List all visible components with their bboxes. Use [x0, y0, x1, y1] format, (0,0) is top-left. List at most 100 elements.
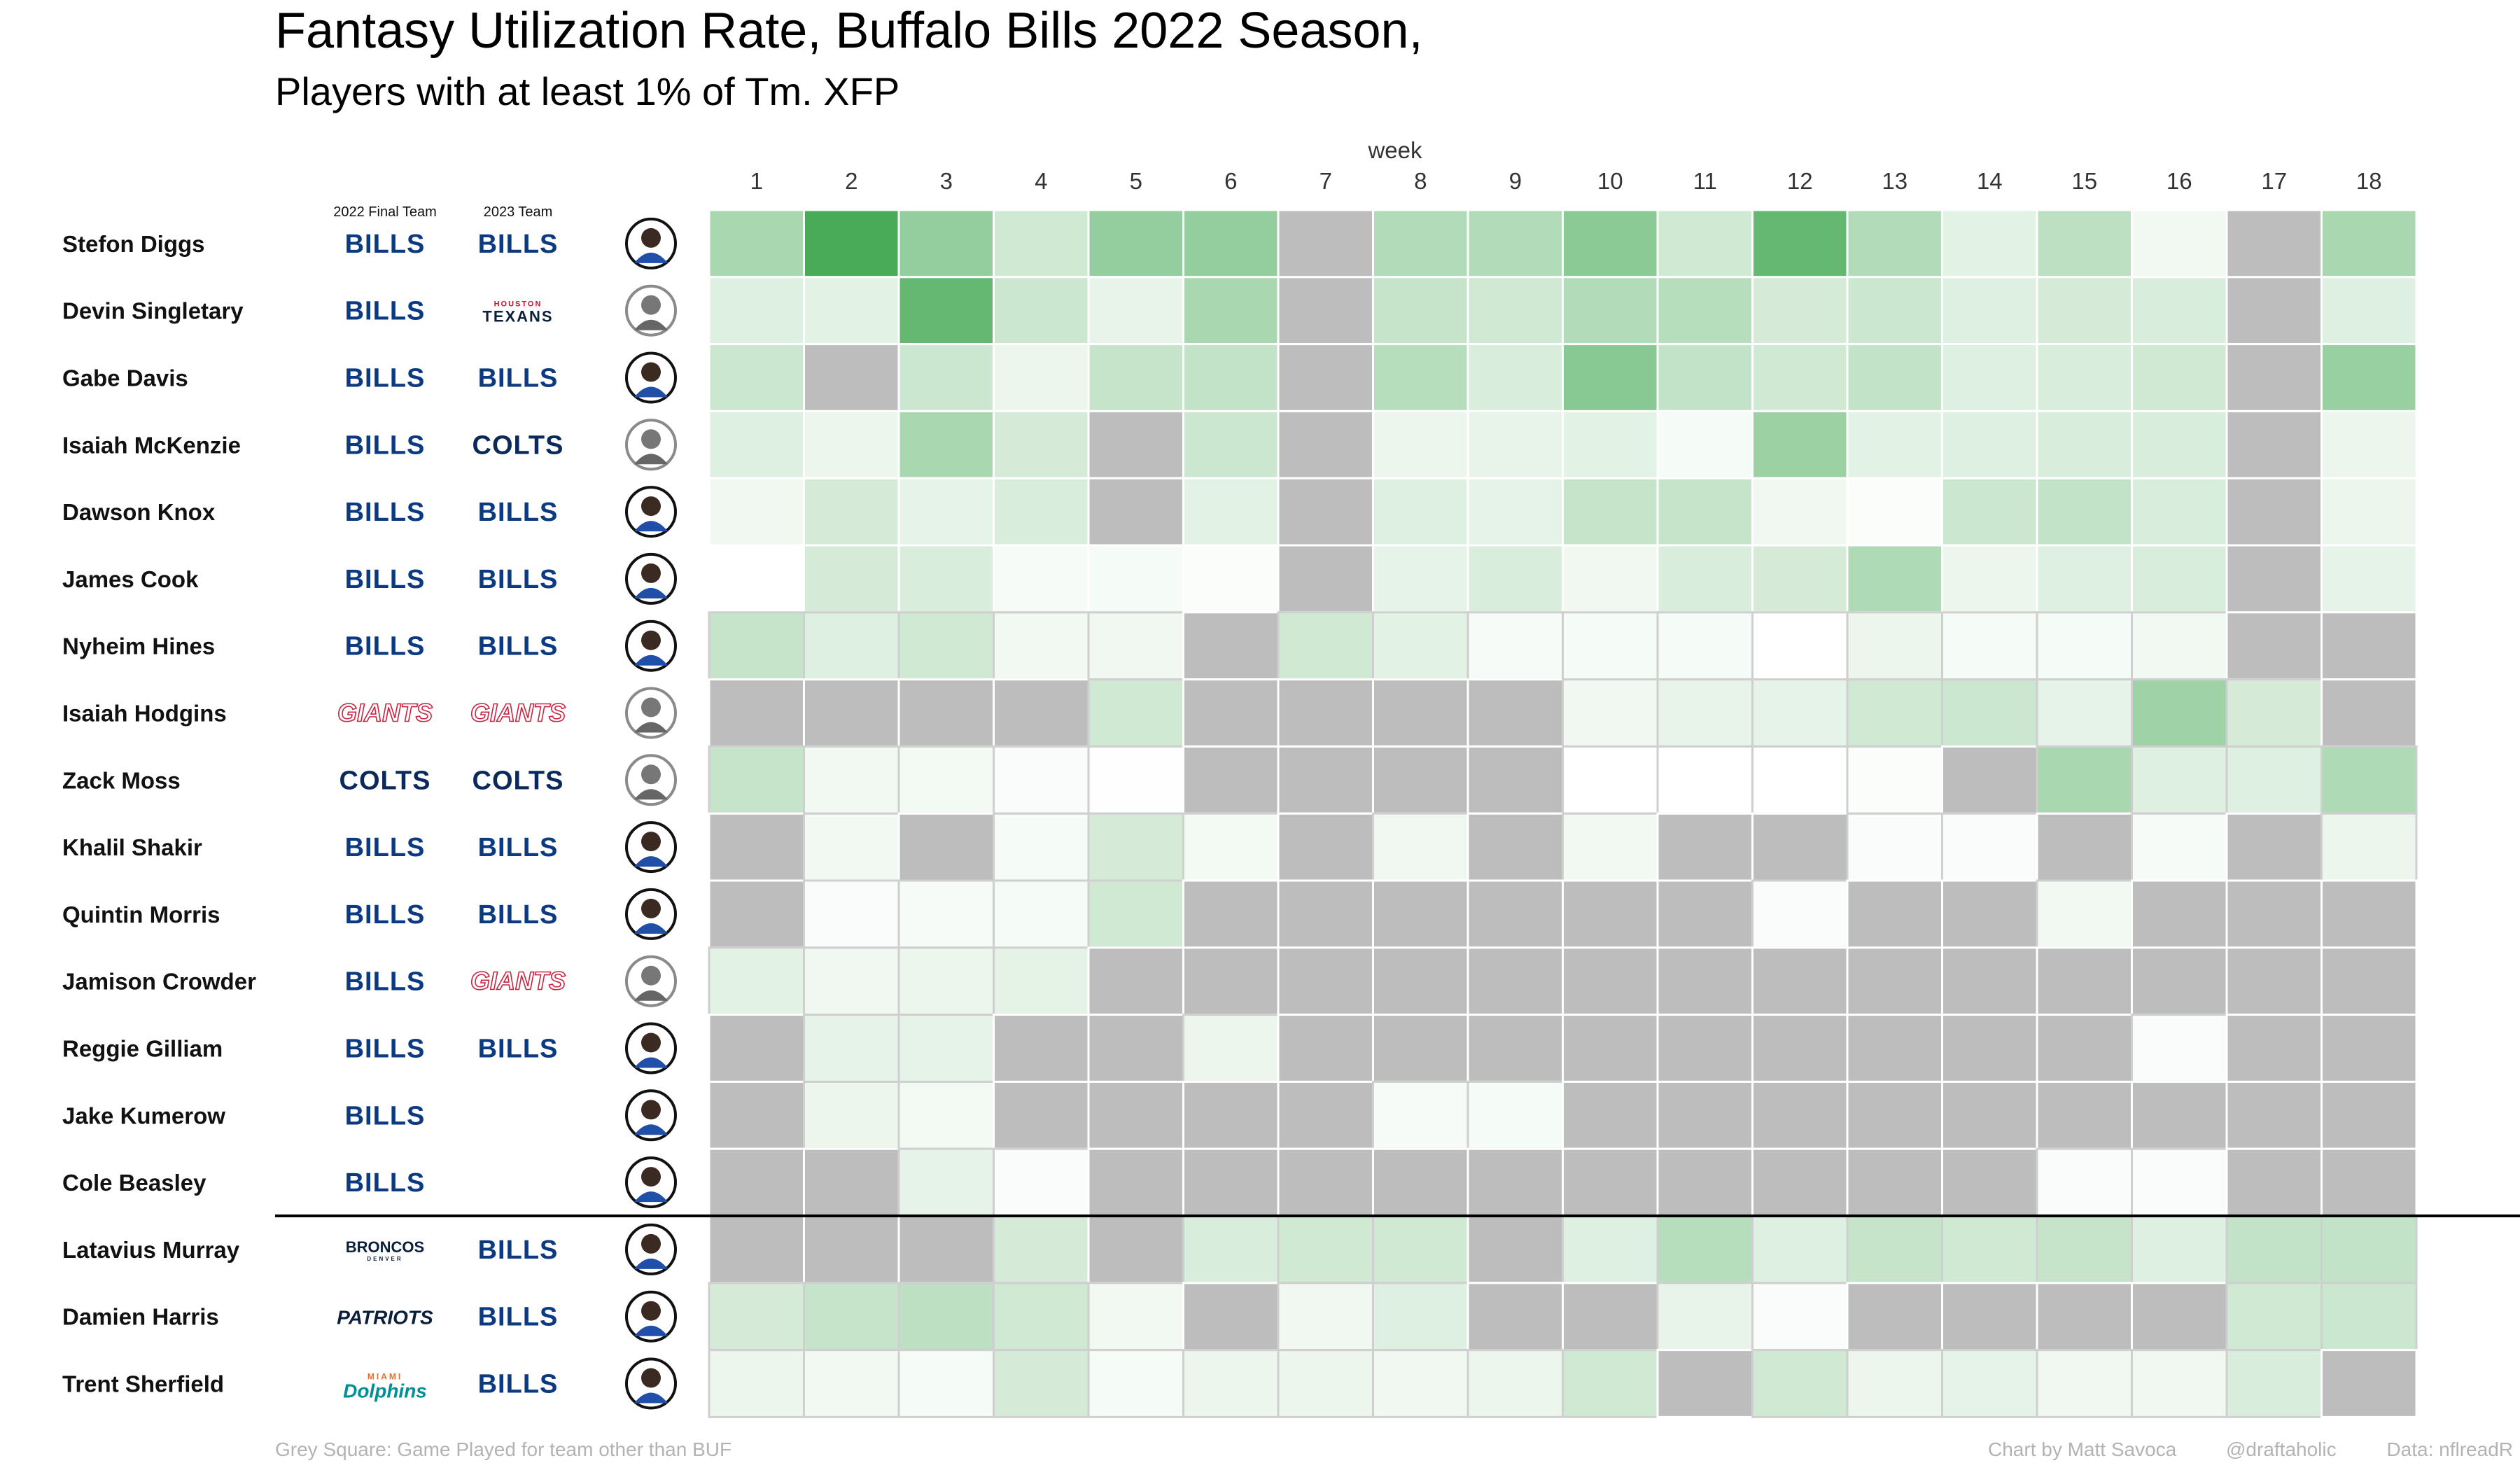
heatmap-cell	[1277, 812, 1374, 882]
avatar	[625, 1089, 677, 1142]
player-name: Dawson Knox	[62, 499, 216, 525]
heatmap-cell	[708, 1282, 805, 1352]
player-name: Gabe Davis	[62, 365, 188, 391]
week-tick-label: 5	[1130, 168, 1142, 194]
team-logo: BILLS	[345, 1035, 425, 1064]
heatmap-cell	[708, 477, 805, 547]
heatmap-cell	[897, 1282, 995, 1352]
player-name: Devin Singletary	[62, 298, 244, 324]
svg-text:BILLS: BILLS	[345, 498, 426, 527]
heatmap-cell	[708, 611, 805, 681]
team-logo: BILLS	[478, 900, 558, 930]
heatmap-cell	[1087, 1349, 1184, 1418]
heatmap-cell	[2320, 611, 2418, 681]
heatmap-cell	[2225, 544, 2323, 614]
heatmap-cell	[1656, 1014, 1754, 1083]
heatmap-cell	[708, 343, 805, 412]
heatmap-cell	[708, 276, 805, 346]
player-name: Jake Kumerow	[62, 1102, 225, 1128]
heatmap-cell	[803, 410, 900, 479]
heatmap-cell	[1562, 1080, 1659, 1150]
heatmap-cell	[1751, 410, 1849, 479]
week-tick-label: 6	[1224, 168, 1237, 194]
heatmap-cell	[2036, 410, 2133, 479]
heatmap-cell	[993, 209, 1090, 279]
heatmap-cell	[1562, 611, 1659, 681]
svg-text:GIANTS: GIANTS	[470, 699, 566, 727]
team-logo: BILLS	[345, 900, 425, 930]
player-row: Jake Kumerow BILLS	[62, 1089, 677, 1142]
week-tick-label: 3	[940, 168, 953, 194]
heatmap-cell	[2036, 745, 2133, 815]
heatmap-cell	[897, 1214, 995, 1284]
heatmap-cell	[803, 1214, 900, 1284]
heatmap-cell	[1277, 1014, 1374, 1083]
week-tick-label: 2	[845, 168, 858, 194]
heatmap-cell	[2225, 410, 2323, 479]
heatmap-cell	[1656, 1282, 1754, 1352]
heatmap-cell	[1087, 477, 1184, 547]
heatmap-cell	[2320, 1214, 2418, 1284]
heatmap-cell	[1941, 276, 2038, 346]
heatmap-cell	[1372, 343, 1469, 412]
heatmap-cell	[1656, 1349, 1754, 1418]
heatmap-cell	[1656, 343, 1754, 412]
heatmap-cell	[1087, 678, 1184, 748]
team-logo: BILLS	[478, 364, 558, 393]
player-name: Zack Moss	[62, 767, 181, 793]
team-logo: BILLS	[478, 498, 558, 527]
team-logo: BILLS	[478, 632, 558, 662]
svg-text:GIANTS: GIANTS	[337, 699, 433, 727]
svg-text:BILLS: BILLS	[478, 230, 559, 259]
heatmap-cell	[1466, 1214, 1564, 1284]
heatmap-cell	[2131, 1282, 2228, 1352]
heatmap-cell	[1656, 611, 1754, 681]
svg-text:BILLS: BILLS	[345, 430, 426, 460]
heatmap-cell	[1846, 1214, 1943, 1284]
team-logo: BILLS	[478, 1035, 558, 1064]
heatmap-cell	[1277, 410, 1374, 479]
heatmap-cell	[1846, 410, 1943, 479]
heatmap-cell	[708, 1147, 805, 1217]
heatmap-cell	[897, 276, 995, 346]
heatmap-cell	[1466, 946, 1564, 1016]
heatmap-cell	[1182, 812, 1280, 882]
heatmap-cell	[1751, 812, 1849, 882]
heatmap-cell	[1277, 477, 1374, 547]
avatar	[625, 687, 677, 739]
heatmap-cell	[1277, 946, 1374, 1016]
heatmap-cell	[2320, 812, 2418, 882]
heatmap-cell	[1941, 1349, 2038, 1418]
heatmap-cell	[2225, 276, 2323, 346]
team-logo: BILLS	[345, 364, 425, 393]
player-row: Reggie Gilliam BILLS BILLS	[62, 1022, 677, 1074]
heatmap-cell	[1846, 1282, 1943, 1352]
svg-text:TEXANS: TEXANS	[482, 308, 553, 326]
heatmap-cells	[708, 209, 2418, 1418]
team-logo: BILLS	[478, 565, 558, 594]
svg-text:PATRIOTS: PATRIOTS	[337, 1307, 433, 1329]
heatmap-cell	[803, 879, 900, 949]
heatmap-cell	[1087, 544, 1184, 614]
heatmap-cell	[897, 410, 995, 479]
heatmap-cell	[708, 209, 805, 279]
heatmap-cell	[2036, 1014, 2133, 1083]
heatmap-cell	[1372, 544, 1469, 614]
team-logo: BILLS	[478, 833, 558, 862]
heatmap-cell	[803, 343, 900, 412]
avatar	[625, 1156, 677, 1209]
player-name: Damien Harris	[62, 1304, 219, 1330]
heatmap-cell	[897, 209, 995, 279]
heatmap-cell	[2131, 477, 2228, 547]
team-logo: BILLS	[478, 230, 559, 259]
week-tick-label: 7	[1320, 168, 1332, 194]
footer-handle: @draftaholic	[2226, 1438, 2337, 1460]
player-name: Nyheim Hines	[62, 634, 215, 659]
heatmap-cell	[1656, 1214, 1754, 1284]
player-row: Stefon Diggs BILLS BILLS	[62, 217, 677, 270]
heatmap-cell	[2131, 678, 2228, 748]
heatmap-cell	[1372, 209, 1469, 279]
avatar	[625, 486, 677, 538]
